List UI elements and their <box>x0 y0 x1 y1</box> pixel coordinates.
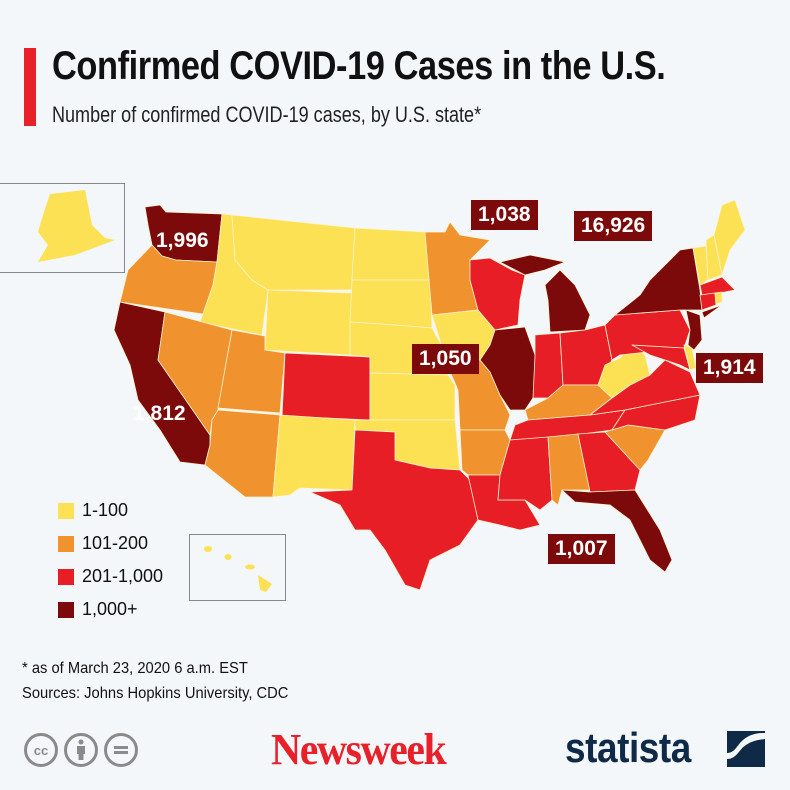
state-wisconsin <box>469 257 526 331</box>
page-subtitle: Number of confirmed COVID-19 cases, by U… <box>52 102 482 127</box>
state-maine <box>713 199 746 276</box>
state-new-york <box>614 247 723 319</box>
callout-washington: 1,996 <box>156 229 209 252</box>
legend-label: 1,000+ <box>82 599 138 619</box>
state-florida <box>561 489 673 573</box>
legend-swatch <box>58 535 74 552</box>
state-maryland <box>631 344 691 371</box>
cc-icon: cc <box>24 733 58 767</box>
callout-florida: 1,007 <box>548 534 615 564</box>
statista-logo-icon <box>727 731 765 767</box>
state-massachusetts <box>699 276 736 296</box>
legend-swatch <box>58 502 74 519</box>
callout-michigan: 1,038 <box>471 200 538 230</box>
legend-item-201-1000: 201-1,000 <box>58 560 163 593</box>
map-legend: 1-100 101-200 201-1,000 1,000+ <box>58 494 163 626</box>
legend-label: 101-200 <box>82 533 149 553</box>
newsweek-logo: Newsweek <box>271 725 447 774</box>
callout-california: 1,812 <box>133 402 186 425</box>
legend-item-1-100: 1-100 <box>58 494 163 527</box>
state-connecticut <box>699 292 717 311</box>
state-kansas <box>369 372 456 421</box>
legend-item-101-200: 101-200 <box>58 527 163 560</box>
footnote-sources: Sources: Johns Hopkins University, CDC <box>22 685 289 702</box>
state-colorado <box>281 352 371 421</box>
no-derivatives-icon <box>104 733 138 767</box>
state-new-mexico <box>272 414 356 498</box>
alaska-inset-frame <box>0 183 125 273</box>
state-alaska <box>38 190 115 262</box>
state-illinois <box>479 326 536 411</box>
legend-label: 201-1,000 <box>82 566 164 586</box>
state-north-dakota <box>351 227 431 281</box>
state-rhode-island <box>714 291 723 305</box>
page-title: Confirmed COVID-19 Cases in the U.S. <box>52 44 666 88</box>
footnote: * as of March 23, 2020 6 a.m. EST Source… <box>22 656 288 706</box>
state-texas <box>309 429 479 591</box>
footnote-date: * as of March 23, 2020 6 a.m. EST <box>22 660 248 677</box>
legend-swatch <box>58 601 74 618</box>
callout-new-jersey: 1,914 <box>696 353 763 383</box>
legend-item-1000-plus: 1,000+ <box>58 593 163 626</box>
state-indiana <box>532 332 564 399</box>
state-south-dakota <box>349 279 433 329</box>
callout-illinois: 1,050 <box>412 344 479 374</box>
creative-commons-icons: cc <box>24 733 138 767</box>
state-georgia <box>577 431 641 493</box>
state-montana <box>231 214 356 291</box>
hawaii-inset-frame <box>189 534 286 601</box>
title-accent-bar <box>24 48 36 126</box>
callout-new-york: 16,926 <box>574 211 653 241</box>
state-arizona <box>204 409 281 498</box>
state-hawaii <box>204 546 272 592</box>
state-new-jersey <box>685 309 703 351</box>
legend-label: 1-100 <box>82 500 129 520</box>
attribution-icon <box>64 733 98 767</box>
statista-logo-text: statista <box>565 724 691 771</box>
state-wyoming <box>264 289 353 356</box>
state-michigan <box>499 254 591 333</box>
legend-swatch <box>58 568 74 585</box>
